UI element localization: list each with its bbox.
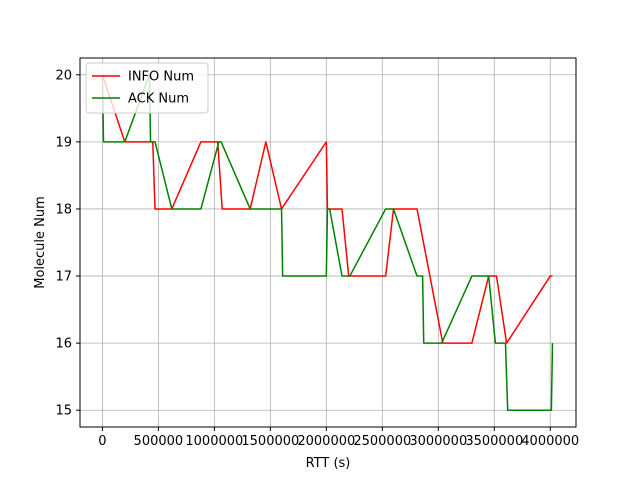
x-tick-label: 500000 — [134, 434, 184, 449]
x-tick-label: 1500000 — [241, 434, 299, 449]
x-axis-label: RTT (s) — [306, 456, 351, 471]
x-tick-label: 2000000 — [297, 434, 355, 449]
x-tick-label: 0 — [98, 434, 106, 449]
y-axis: 15 16 17 18 19 20 — [55, 68, 80, 419]
grid-lines — [80, 58, 576, 427]
x-tick-label: 4000000 — [521, 434, 579, 449]
series-line-ack-num — [101, 74, 554, 411]
y-tick-label: 18 — [55, 202, 72, 217]
y-tick-label: 17 — [55, 270, 72, 285]
y-axis-label: Molecule Num — [33, 196, 48, 289]
y-tick-label: 19 — [55, 135, 72, 150]
plot-frame — [79, 57, 577, 428]
y-tick-label: 15 — [55, 404, 72, 419]
x-tick-label: 2500000 — [353, 434, 411, 449]
x-axis: 0 500000 100000015000002000000250000030000… — [98, 427, 579, 449]
y-tick-label: 16 — [55, 337, 72, 352]
legend: INFO Num ACK Num — [85, 62, 209, 114]
x-tick-label: 3000000 — [409, 434, 467, 449]
y-tick-label: 20 — [55, 68, 72, 83]
legend-label: ACK Num — [128, 92, 189, 107]
x-tick-label: 1000000 — [185, 434, 243, 449]
series-layer — [101, 74, 554, 411]
x-tick-label: 3500000 — [465, 434, 523, 449]
legend-label: INFO Num — [128, 70, 194, 85]
